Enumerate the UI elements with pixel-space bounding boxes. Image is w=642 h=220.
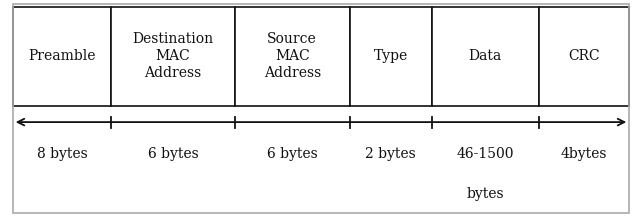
Text: 46-1500: 46-1500 xyxy=(456,147,514,161)
Bar xyxy=(350,7,432,106)
Text: 6 bytes: 6 bytes xyxy=(148,147,198,161)
Text: Destination
MAC
Address: Destination MAC Address xyxy=(132,32,214,80)
Text: bytes: bytes xyxy=(467,187,504,201)
Text: 8 bytes: 8 bytes xyxy=(37,147,87,161)
Bar xyxy=(235,7,350,106)
Bar xyxy=(539,7,629,106)
Bar xyxy=(432,7,539,106)
Text: Preamble: Preamble xyxy=(28,49,96,63)
Text: 4bytes: 4bytes xyxy=(560,147,607,161)
Bar xyxy=(13,7,112,106)
Text: 2 bytes: 2 bytes xyxy=(365,147,416,161)
Bar xyxy=(112,7,235,106)
Text: Source
MAC
Address: Source MAC Address xyxy=(264,32,321,80)
Text: Data: Data xyxy=(469,49,502,63)
Text: 6 bytes: 6 bytes xyxy=(267,147,318,161)
Text: CRC: CRC xyxy=(568,49,600,63)
Text: Type: Type xyxy=(374,49,408,63)
